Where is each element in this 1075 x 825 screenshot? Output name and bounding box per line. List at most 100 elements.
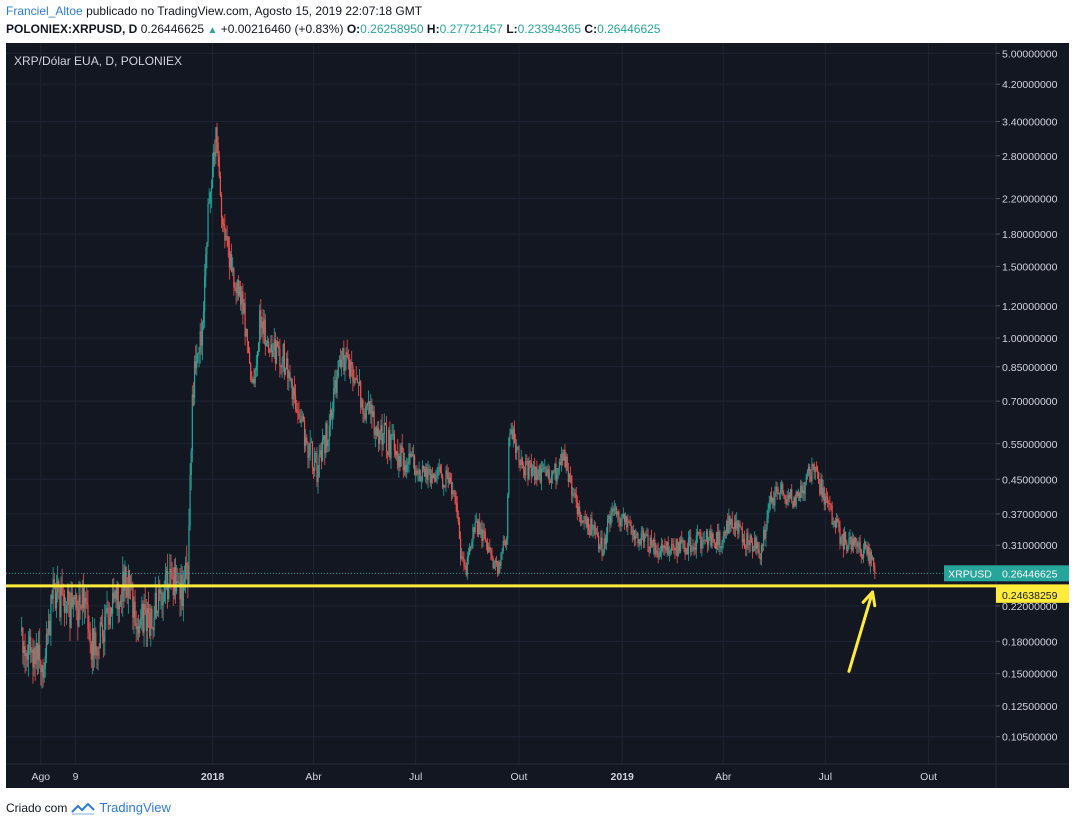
candle-body [61, 584, 63, 595]
time-tick-label: 2019 [611, 771, 635, 783]
candle-body [81, 588, 83, 609]
candle-body [438, 466, 440, 468]
candle-body [824, 496, 826, 505]
candle-body [372, 411, 374, 417]
candle-body [692, 547, 694, 551]
candle-body [724, 531, 727, 533]
candle-body [489, 546, 491, 550]
tradingview-logo-icon[interactable] [71, 801, 96, 815]
candle-body [279, 348, 281, 367]
candle-body [658, 556, 660, 558]
price-tick-label: 0.18000000 [1002, 636, 1058, 648]
candle-body [857, 546, 859, 548]
candle-body [445, 470, 447, 487]
candle-body [134, 601, 136, 624]
candle-body [100, 622, 103, 625]
candle-body [701, 542, 703, 549]
time-tick-label: Abr [305, 771, 322, 783]
candle-body [269, 352, 271, 354]
candle-body [536, 466, 538, 480]
candle-body [732, 528, 734, 529]
candle-body [25, 652, 27, 657]
candle-body [690, 537, 692, 552]
price-tick-label: 1.80000000 [1002, 229, 1058, 241]
candle-body [179, 583, 181, 600]
candle-body [86, 602, 88, 605]
price-axis-labels: 5.00000000 4.20000000 3.40000000 2.80000000… [996, 48, 1058, 744]
candle-body [591, 518, 593, 530]
candle-body [592, 529, 594, 531]
candle-body [555, 464, 557, 482]
author-link[interactable]: Franciel_Altoe [6, 4, 83, 18]
candle-body [159, 589, 161, 594]
candle-body [546, 473, 548, 476]
candle-body [581, 520, 583, 524]
candle-body [351, 361, 353, 366]
candle-body [318, 454, 320, 478]
candle-body [36, 642, 39, 660]
candle-body [220, 195, 223, 217]
price-tick-label: 0.45000000 [1002, 474, 1058, 486]
candle-body [776, 486, 778, 493]
candle-body [535, 466, 537, 480]
candle-body [742, 538, 745, 543]
candle-body [126, 586, 128, 598]
candle-body [527, 461, 529, 480]
candle-body [823, 487, 825, 505]
candle-body [263, 319, 265, 334]
candle-body [364, 413, 366, 419]
annotation-arrow[interactable] [847, 590, 877, 673]
symbol-tag-label: XRPUSD [948, 568, 992, 580]
candle-body [721, 541, 723, 548]
candle-body [873, 557, 875, 566]
candle-body [251, 379, 253, 383]
candle-body [82, 588, 85, 608]
candle-body [305, 437, 307, 447]
candle-body [274, 339, 276, 364]
candle-body [244, 303, 246, 337]
candle-body [298, 413, 300, 419]
candle-body [272, 350, 274, 357]
candle-body [128, 570, 131, 583]
candle-body [621, 518, 623, 520]
candle-body [488, 546, 490, 552]
candle-body [557, 468, 559, 472]
candle-body [710, 531, 712, 547]
candle-body [558, 461, 560, 469]
last-price-tag-label: 0.26446625 [1002, 568, 1058, 580]
symbol-label: POLONIEX:XRPUSD, D [6, 22, 138, 36]
candle-body [367, 401, 370, 404]
candle-body [294, 395, 297, 410]
candle-body [290, 378, 292, 380]
support-price-tag-label: 0.24638259 [1002, 590, 1058, 602]
candle-body [72, 597, 74, 608]
candle-body [35, 642, 37, 665]
candle-body [183, 578, 186, 583]
candle-body [420, 480, 422, 482]
candle-body [271, 344, 273, 357]
candle-body [90, 643, 92, 660]
price-axis[interactable] [996, 43, 1069, 788]
candle-body [697, 531, 700, 533]
candle-body [323, 435, 325, 440]
candle-body [782, 483, 784, 495]
candle-body [169, 568, 171, 587]
candle-body [486, 541, 489, 552]
candle-body [123, 571, 125, 592]
candle-body [349, 361, 352, 377]
candle-body [53, 579, 55, 586]
candle-body [686, 548, 688, 554]
candle-body [770, 495, 773, 502]
candle-body [188, 525, 190, 584]
tradingview-brand-link[interactable]: TradingView [99, 800, 171, 815]
candle-body [410, 453, 412, 457]
candle-body [461, 556, 463, 559]
candle-body [549, 482, 551, 484]
candle-body [34, 647, 36, 665]
candle-body [568, 474, 571, 482]
candle-body [703, 539, 705, 541]
candle-body [513, 428, 516, 443]
candle-body [26, 652, 28, 660]
candle-body [229, 254, 232, 268]
